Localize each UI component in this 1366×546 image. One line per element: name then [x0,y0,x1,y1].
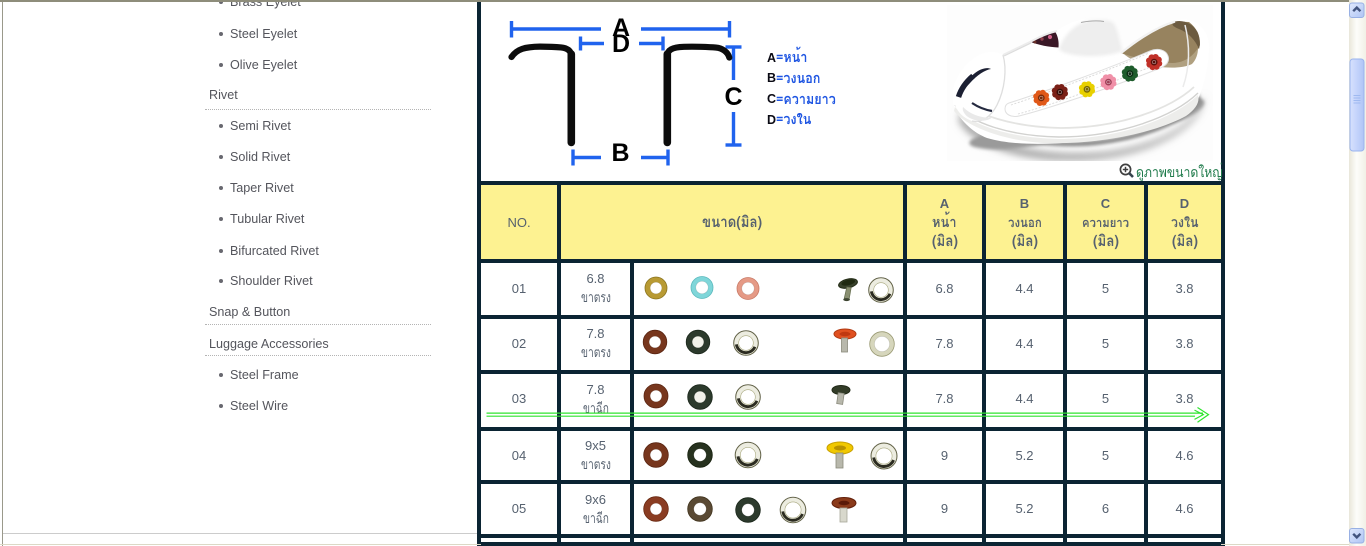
svg-text:C: C [724,83,742,111]
svg-text:D: D [612,30,630,58]
svg-text:A: A [612,14,630,42]
svg-text:B: B [611,139,629,167]
